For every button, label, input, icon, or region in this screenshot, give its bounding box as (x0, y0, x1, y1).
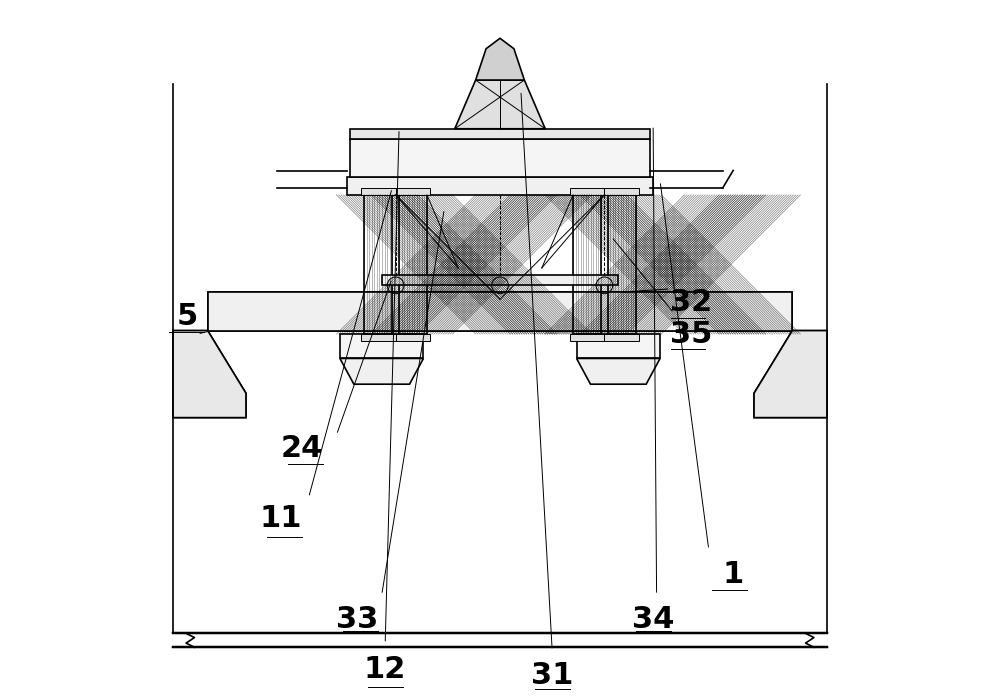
Bar (208, 292, 792, 331)
Bar (350, 139, 650, 177)
Bar (604, 334, 639, 341)
Bar (570, 188, 604, 195)
Bar (604, 188, 639, 195)
Bar (382, 275, 618, 285)
Bar (573, 195, 601, 334)
Bar (361, 188, 396, 195)
Polygon shape (455, 80, 545, 129)
Polygon shape (340, 358, 423, 384)
Text: 11: 11 (260, 504, 302, 533)
Polygon shape (577, 358, 660, 384)
Bar (350, 129, 650, 139)
Bar (570, 334, 604, 341)
Text: 32: 32 (670, 288, 713, 317)
Text: 33: 33 (336, 605, 378, 634)
Text: 35: 35 (670, 319, 713, 349)
Bar (608, 195, 636, 334)
Bar (361, 334, 396, 341)
Text: 31: 31 (531, 661, 573, 690)
Polygon shape (754, 331, 827, 418)
Text: 1: 1 (723, 560, 744, 589)
Bar (208, 292, 792, 331)
Text: 12: 12 (364, 655, 406, 684)
Bar (340, 334, 423, 358)
Polygon shape (173, 331, 246, 418)
Bar (577, 334, 660, 358)
Text: 5: 5 (176, 302, 197, 331)
Polygon shape (476, 38, 524, 80)
Bar (399, 195, 427, 334)
Bar (396, 334, 430, 341)
Bar (396, 188, 430, 195)
Text: 24: 24 (280, 434, 323, 464)
Bar (364, 195, 392, 334)
Text: 34: 34 (632, 605, 674, 634)
Bar (347, 177, 653, 195)
